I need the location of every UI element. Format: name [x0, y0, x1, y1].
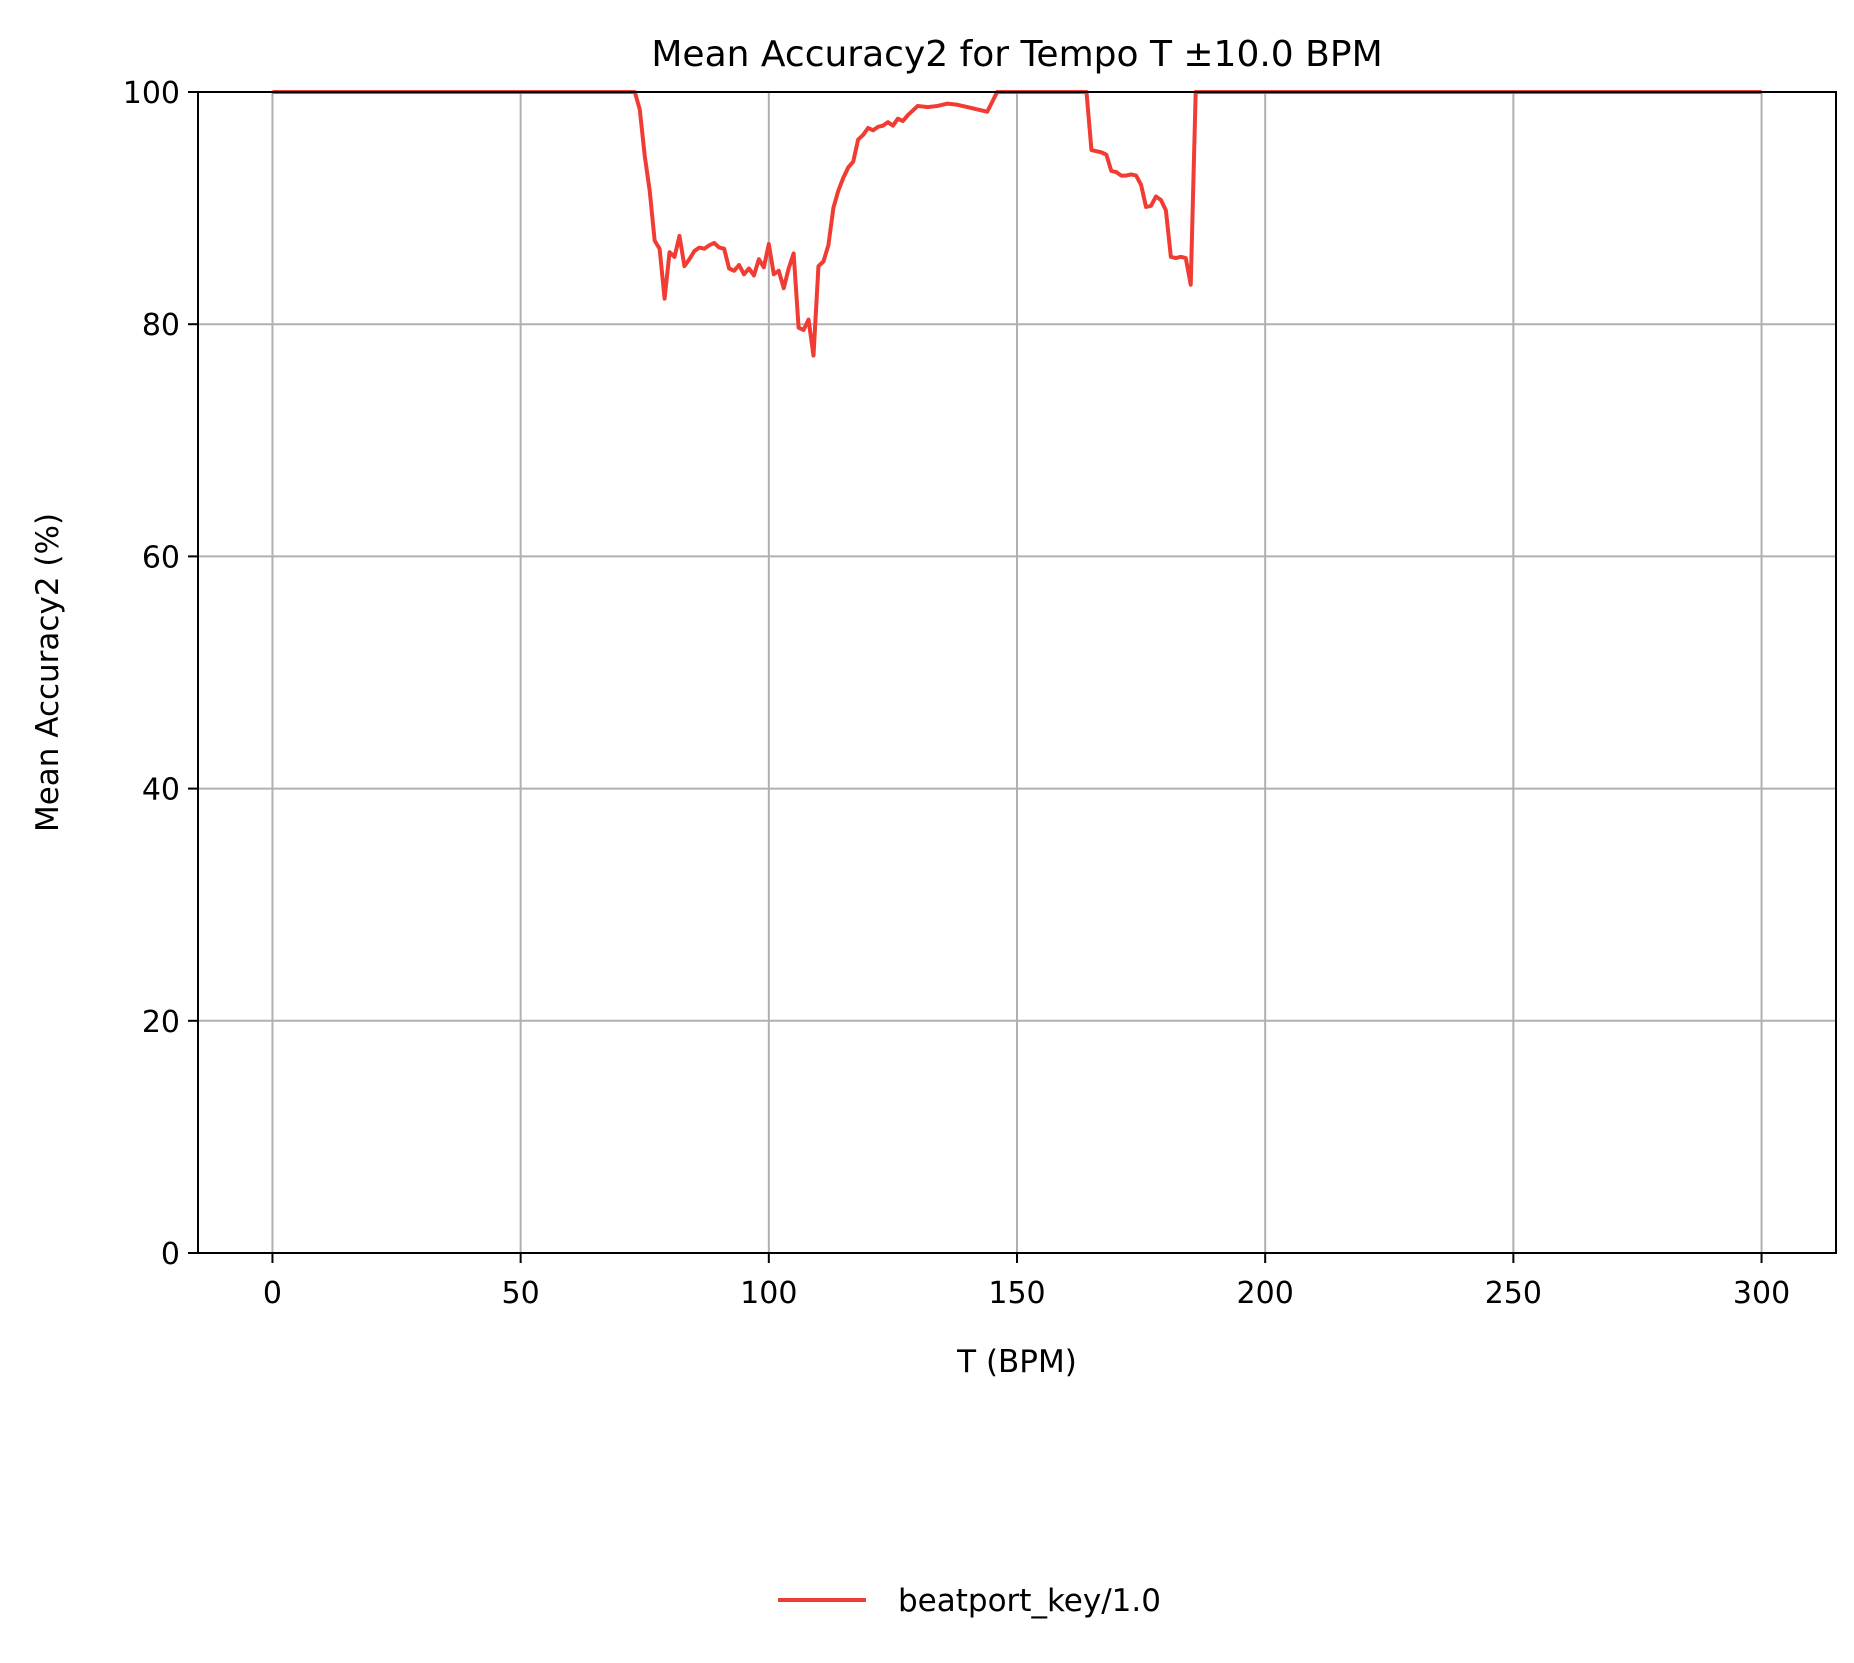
chart-title: Mean Accuracy2 for Tempo T ±10.0 BPM: [651, 34, 1382, 75]
legend-label: beatport_key/1.0: [898, 1583, 1161, 1619]
y-tick-label: 80: [142, 308, 180, 343]
legend: beatport_key/1.0: [778, 1583, 1161, 1619]
x-tick-label: 150: [988, 1276, 1045, 1311]
y-tick-label: 40: [142, 773, 180, 808]
grid-lines: [198, 91, 1836, 1254]
x-tick-label: 200: [1237, 1276, 1294, 1311]
y-tick-label: 0: [161, 1237, 180, 1272]
x-tick-label: 0: [263, 1276, 282, 1311]
y-axis-ticks: 0 20 40 60 80 100: [123, 76, 198, 1272]
x-tick-label: 250: [1485, 1276, 1542, 1311]
x-axis-label: T (BPM): [956, 1344, 1077, 1380]
series-lines: [272, 90, 1762, 358]
y-tick-label: 60: [142, 540, 180, 575]
y-tick-label: 20: [142, 1005, 180, 1040]
series-line-0: [272, 90, 1762, 358]
y-tick-label: 100: [123, 76, 180, 111]
x-axis-ticks: 0 50 100 150 200 250 300: [263, 1253, 1790, 1311]
x-tick-label: 50: [502, 1276, 540, 1311]
y-axis-label: Mean Accuracy2 (%): [30, 513, 66, 832]
x-tick-label: 100: [740, 1276, 797, 1311]
x-tick-label: 300: [1733, 1276, 1790, 1311]
